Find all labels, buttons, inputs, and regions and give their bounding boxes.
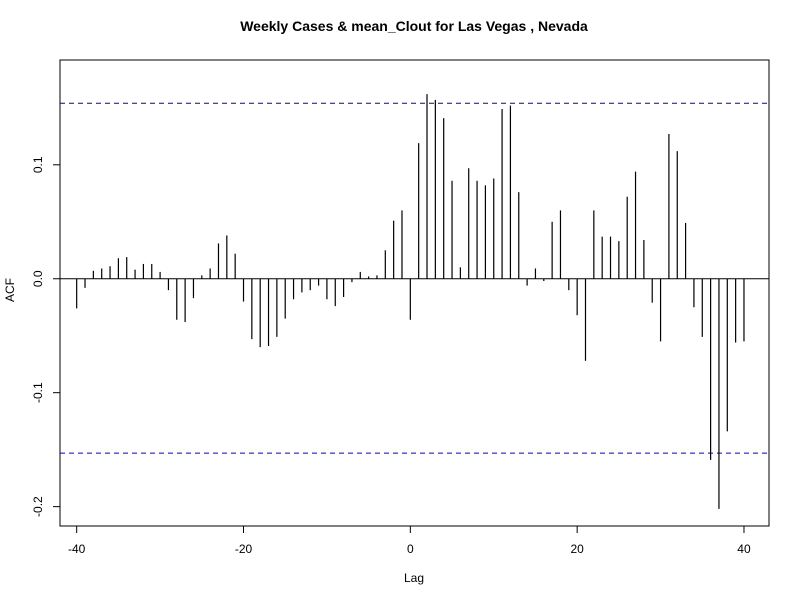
y-tick-label: -0.2	[31, 496, 45, 517]
x-tick-label: 20	[570, 542, 584, 556]
x-tick-label: -20	[235, 542, 253, 556]
x-tick-label: 40	[737, 542, 751, 556]
acf-bars	[76, 94, 745, 509]
chart-title: Weekly Cases & mean_Clout for Las Vegas …	[240, 18, 588, 34]
plot-frame	[59, 59, 770, 527]
confidence-bounds	[60, 102, 769, 454]
x-tick-label: -40	[68, 542, 86, 556]
x-axis-label: Lag	[404, 571, 424, 585]
y-tick-label: 0.1	[31, 156, 45, 173]
x-tick-label: 0	[407, 542, 414, 556]
y-axis-label: ACF	[3, 278, 17, 302]
y-tick-label: 0.0	[31, 270, 45, 287]
y-tick-label: -0.1	[31, 382, 45, 403]
y-axis: -0.2 -0.1 0.0 0.1	[31, 156, 60, 517]
x-axis: -40 -20 0 20 40	[68, 526, 751, 556]
